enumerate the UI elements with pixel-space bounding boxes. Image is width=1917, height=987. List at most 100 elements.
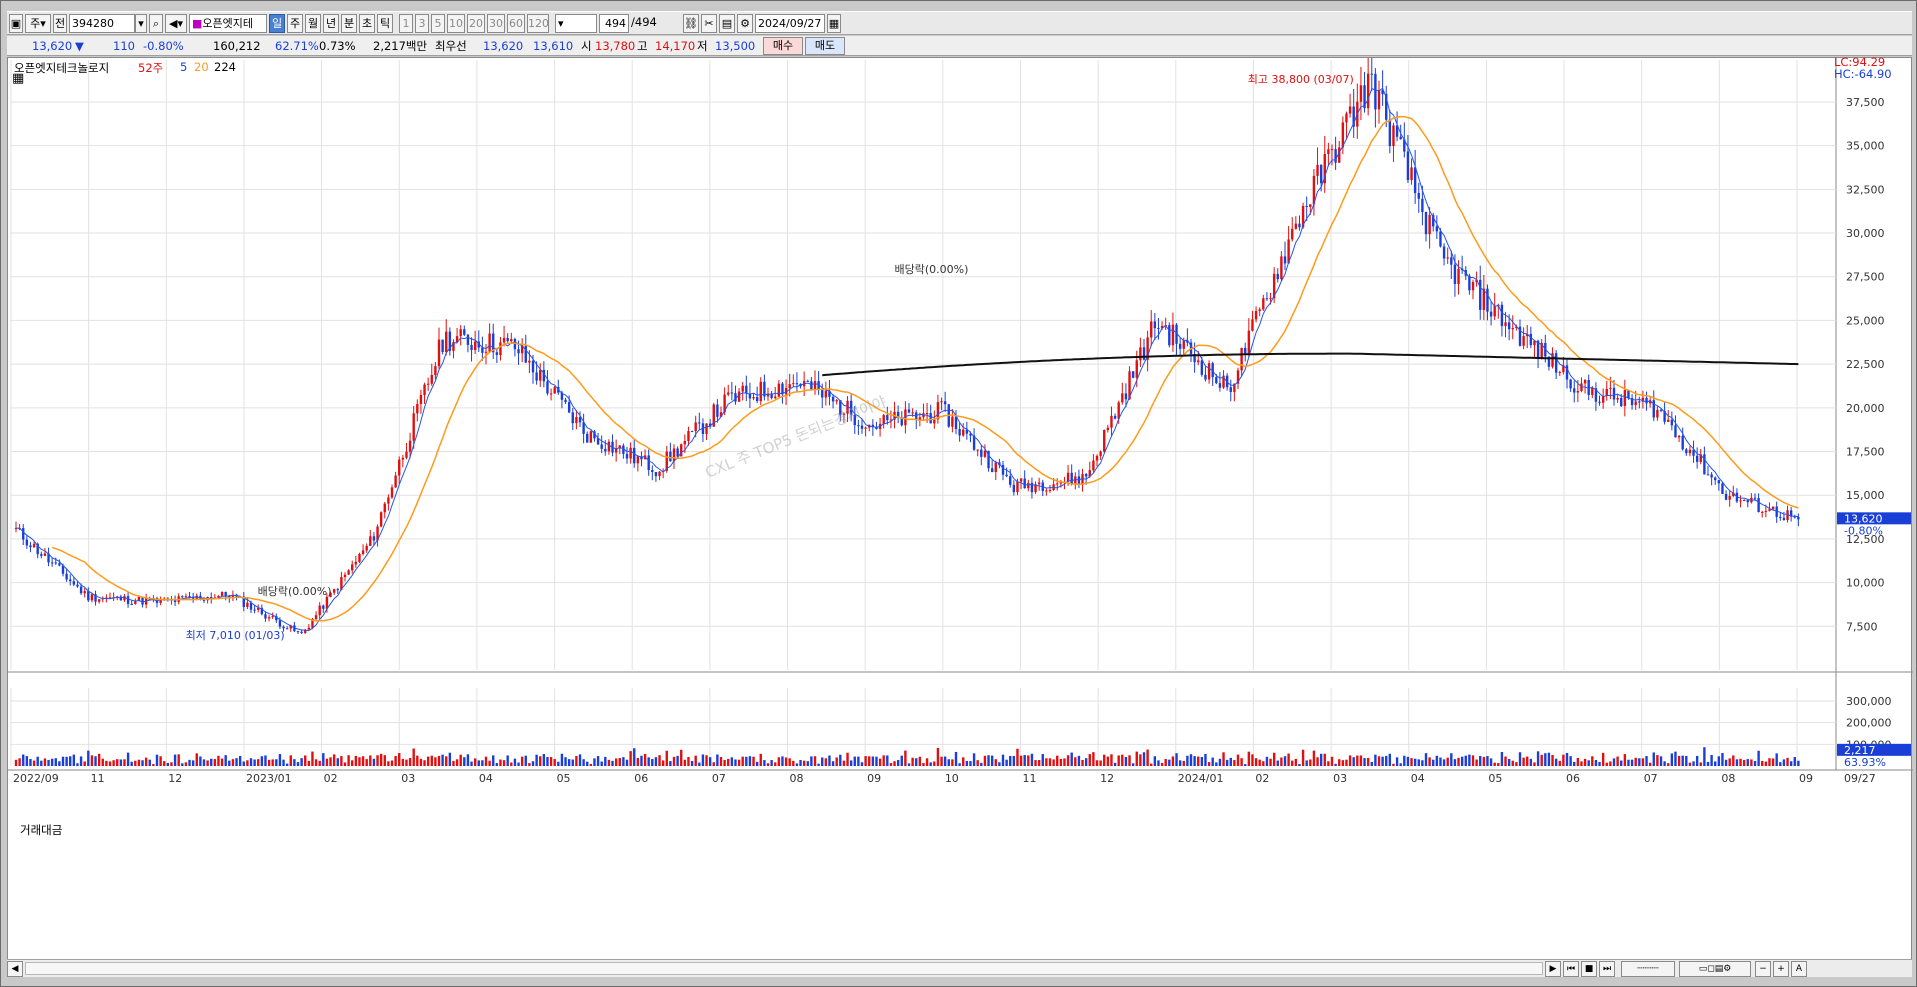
volume-tick-label: 300,000 <box>1846 695 1892 708</box>
candle-body <box>1659 409 1663 411</box>
volume-bar <box>141 760 144 766</box>
price-chart[interactable]: 2022/09 11 12 2023/01 02 03 04 05 06 07 08 09 10 11 12… <box>8 56 1913 960</box>
interval-1[interactable]: 1 <box>399 14 413 33</box>
volume-bar <box>1103 754 1106 766</box>
candle-body <box>1573 388 1576 393</box>
sound-icon[interactable]: ◀▾ <box>165 14 187 33</box>
scissors-icon[interactable]: ✂ <box>701 14 717 33</box>
interval-20[interactable]: 20 <box>467 14 485 33</box>
last-page-icon[interactable]: ⏭ <box>1599 961 1615 977</box>
period-second[interactable]: 초 <box>359 14 375 33</box>
volume-bar <box>864 756 867 766</box>
candle-body <box>1641 397 1645 402</box>
candle-body <box>1717 480 1721 484</box>
interval-3[interactable]: 3 <box>415 14 429 33</box>
candle-body <box>47 553 50 563</box>
period-month[interactable]: 월 <box>305 14 321 33</box>
volume-bar <box>1319 753 1323 766</box>
volume-bar <box>170 762 173 766</box>
scroll-left-icon[interactable]: ◀ <box>7 961 23 977</box>
candle-body <box>1388 119 1392 147</box>
link-icon[interactable]: ⛓ <box>683 14 699 33</box>
buy-button[interactable]: 매수 <box>763 37 803 55</box>
volume-bar <box>1500 752 1504 766</box>
period-tick[interactable]: 틱 <box>377 14 393 33</box>
volume-bar <box>40 760 43 766</box>
font-icon[interactable]: A <box>1791 961 1807 977</box>
chart-area[interactable]: 2022/09 11 12 2023/01 02 03 04 05 06 07 08 09 10 11 12… <box>7 55 1913 977</box>
volume-bar <box>900 755 903 766</box>
type-dropdown[interactable]: 주▾ <box>25 14 51 33</box>
volume-bar <box>470 761 473 766</box>
volume-bar <box>452 760 455 766</box>
chart-title: 오픈엣지테크놀로지 <box>14 61 110 75</box>
candle-body <box>267 617 271 619</box>
candle-body <box>300 631 303 633</box>
volume-bar <box>1265 756 1269 766</box>
volume-bar <box>549 757 553 766</box>
interval-5[interactable]: 5 <box>431 14 445 33</box>
interval-60[interactable]: 60 <box>507 14 525 33</box>
candle-body <box>1504 322 1507 327</box>
candle-body <box>958 428 961 436</box>
volume-bar <box>69 756 72 766</box>
interval-120[interactable]: 120 <box>527 14 549 33</box>
candle-body <box>1764 510 1768 512</box>
zoom-out-icon[interactable]: − <box>1755 961 1771 977</box>
low-annotation: 최저 7,010 (01/03) <box>186 629 285 642</box>
candle-body <box>676 448 679 457</box>
volume-bar <box>965 760 969 766</box>
calendar-icon[interactable]: ▦ <box>827 14 841 33</box>
search-icon[interactable]: ⌕ <box>149 14 163 33</box>
candle-body <box>466 334 470 345</box>
candle-body <box>698 422 701 424</box>
volume-bar <box>488 760 491 766</box>
y-tick-label: 12,500 <box>1846 533 1885 546</box>
stop-icon[interactable]: ■ <box>1581 961 1597 977</box>
gear-icon[interactable]: ⚙ <box>737 14 753 33</box>
grid-icon[interactable]: ▦ <box>12 71 25 86</box>
sell-button[interactable]: 매도 <box>805 37 845 55</box>
volume-bar <box>741 756 744 766</box>
scroll-track[interactable] <box>25 962 1543 975</box>
window-icon[interactable]: ▣ <box>9 14 23 33</box>
volume-bar <box>1225 759 1229 766</box>
count-input[interactable]: 494 <box>599 14 629 33</box>
scroll-right-icon[interactable]: ▶ <box>1545 961 1561 977</box>
volume-bar <box>296 762 300 766</box>
zoom-in-icon[interactable]: + <box>1773 961 1789 977</box>
candle-body <box>285 628 289 630</box>
candle-body <box>1634 401 1637 406</box>
scrollbar[interactable]: ◀ ▶ ⏮ ■ ⏭ ┄┄┄┄ ▭◻▤⚙ − + A <box>7 959 1912 977</box>
volume-bar <box>1157 760 1160 766</box>
volume-bar <box>1211 757 1214 766</box>
prefix-button[interactable]: 전 <box>53 14 67 33</box>
save-icon[interactable]: ▤ <box>719 14 735 33</box>
volume-bar <box>1728 758 1731 766</box>
volume-bar <box>849 760 853 766</box>
candle-body <box>1204 374 1207 380</box>
candle-body <box>1059 481 1063 484</box>
candle-body <box>1432 214 1435 227</box>
tools-icon[interactable]: ▭◻▤⚙ <box>1679 961 1751 977</box>
period-day[interactable]: 일 <box>269 14 285 33</box>
code-input[interactable]: 394280 <box>69 14 135 33</box>
stock-name[interactable]: ■오픈엣지테 <box>189 14 267 33</box>
down-arrow-icon: ▼ <box>75 39 84 53</box>
period-year[interactable]: 년 <box>323 14 339 33</box>
zoom-slider[interactable]: ┄┄┄┄ <box>1621 961 1675 977</box>
candle-body <box>687 431 690 442</box>
interval-30[interactable]: 30 <box>487 14 505 33</box>
interval-10[interactable]: 10 <box>447 14 465 33</box>
volume-bar <box>1457 757 1460 766</box>
candle-body <box>734 393 737 402</box>
candle-body <box>123 596 126 601</box>
date-input[interactable]: 2024/09/27 <box>755 14 825 33</box>
volume-bar <box>719 757 723 766</box>
period-week[interactable]: 주 <box>287 14 303 33</box>
period-minute[interactable]: 분 <box>341 14 357 33</box>
code-dropdown-icon[interactable]: ▾ <box>135 14 147 33</box>
interval-input[interactable]: ▾ <box>555 14 597 33</box>
first-page-icon[interactable]: ⏮ <box>1563 961 1579 977</box>
